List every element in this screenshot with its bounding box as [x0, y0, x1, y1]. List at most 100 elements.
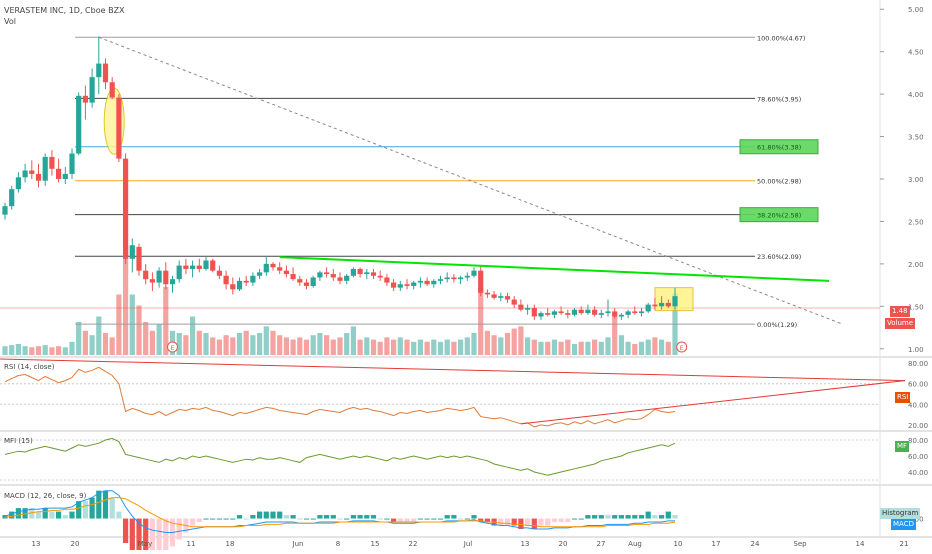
candle-body [350, 268, 356, 276]
macd-histogram-bar [236, 515, 243, 519]
candle-body [444, 277, 450, 280]
volume-bar [592, 339, 598, 355]
candle-body [625, 311, 631, 315]
candle-body [370, 272, 377, 276]
histogram-badge: Histogram [880, 508, 921, 519]
candle-body [230, 284, 236, 290]
earnings-marker-label: E [171, 345, 175, 352]
volume-bar [578, 341, 584, 355]
volume-bar [15, 344, 21, 355]
macd-histogram-bar [223, 518, 229, 520]
x-tick-label: Sep [793, 540, 807, 548]
candle-body [297, 279, 303, 283]
macd-histogram-bar [417, 518, 423, 520]
volume-bar [558, 341, 564, 355]
volume-legend: Vol [4, 17, 16, 26]
volume-bar [451, 341, 457, 355]
macd-histogram-bar [56, 511, 62, 519]
volume-bar [478, 286, 484, 355]
macd-histogram-bar [49, 511, 55, 519]
candle-body [484, 292, 490, 295]
price-tick-label: 4.00 [908, 91, 924, 99]
volume-bar [645, 339, 651, 355]
volume-bar [511, 328, 517, 355]
volume-bar [156, 324, 162, 355]
volume-bar [397, 337, 403, 355]
volume-bar [136, 305, 142, 355]
candle-body [632, 311, 638, 314]
x-tick-label: 27 [597, 540, 606, 548]
volume-bar [35, 346, 42, 355]
candle-body [9, 189, 15, 207]
volume-bar [230, 337, 236, 355]
macd-histogram-bar [62, 515, 68, 519]
candle-body [250, 275, 256, 283]
volume-bar [444, 339, 450, 355]
mfi-badge: MF [895, 441, 910, 452]
rsi-tick-label: 60.00 [908, 381, 928, 389]
candle-body [592, 309, 598, 315]
volume-bar [250, 335, 256, 355]
macd-histogram-bar [344, 518, 350, 520]
price-tick-label: 2.50 [908, 218, 924, 226]
volume-bar [243, 330, 249, 355]
volume-bar [123, 245, 129, 355]
fib-highlight-label: 61.80%(3.38) [757, 144, 801, 152]
macd-histogram-bar [525, 518, 531, 526]
x-tick-label: 14 [856, 540, 865, 548]
candle-body [424, 280, 430, 285]
macd-histogram-bar [297, 518, 303, 520]
fib-level-label: 100.00%(4.67) [757, 34, 805, 42]
volume-bar [49, 347, 55, 355]
candle-body [391, 282, 397, 288]
candle-body [277, 267, 283, 271]
volume-bar [417, 339, 423, 355]
macd-histogram-bar [116, 511, 122, 519]
rsi-tick-label: 20.00 [908, 422, 928, 430]
earnings-marker-label: E [680, 345, 684, 352]
x-tick-label: 22 [409, 540, 418, 548]
candle-body [156, 270, 162, 283]
volume-bar [525, 337, 531, 355]
macd-histogram-bar [551, 518, 557, 523]
candle-body [303, 282, 310, 286]
volume-bar [22, 346, 28, 355]
volume-bar [344, 333, 350, 355]
candle-body [42, 156, 48, 181]
volume-bar [659, 339, 665, 355]
x-tick-label: 15 [371, 540, 380, 548]
candle-body [531, 308, 537, 317]
candle-body [15, 177, 21, 190]
candle-body [511, 299, 517, 305]
volume-bar [431, 339, 437, 355]
candle-body [417, 280, 423, 283]
candle-body [22, 170, 28, 178]
fib-level-label: 78.60%(3.95) [757, 95, 801, 103]
candle-body [324, 272, 330, 275]
candle-body [344, 275, 350, 281]
macd-histogram-bar [364, 515, 370, 519]
volume-bar [437, 341, 444, 355]
x-tick-label: 11 [187, 540, 196, 548]
earnings-marker [676, 341, 688, 353]
macd-histogram-bar [102, 490, 109, 519]
x-tick-label: 20 [559, 540, 568, 548]
x-tick-label: Jun [292, 540, 304, 548]
macd-histogram-bar [585, 515, 591, 519]
volume-bar [632, 344, 638, 355]
rsi-badge: RSI [895, 392, 911, 403]
candle-body [498, 296, 504, 298]
macd-histogram-bar [431, 518, 437, 520]
candle-body [337, 277, 343, 281]
volume-bar [545, 341, 551, 355]
volume-bar [183, 335, 189, 355]
volume-bar [257, 333, 263, 355]
candle-body [397, 284, 403, 288]
macd-histogram-bar [665, 511, 671, 519]
macd-histogram-bar [257, 511, 263, 519]
candle-body [163, 270, 169, 285]
candle-body [236, 280, 243, 290]
volume-bar [109, 337, 115, 355]
dashed-trendline [98, 36, 843, 325]
volume-bar [9, 345, 15, 355]
